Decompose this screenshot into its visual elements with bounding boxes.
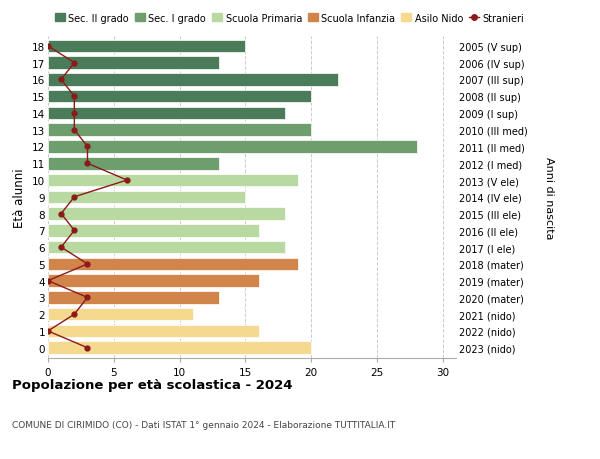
Y-axis label: Anni di nascita: Anni di nascita — [544, 156, 554, 239]
Text: COMUNE DI CIRIMIDO (CO) - Dati ISTAT 1° gennaio 2024 - Elaborazione TUTTITALIA.I: COMUNE DI CIRIMIDO (CO) - Dati ISTAT 1° … — [12, 420, 395, 429]
Y-axis label: Età alunni: Età alunni — [13, 168, 26, 227]
Bar — [48, 124, 311, 137]
Bar — [48, 191, 245, 204]
Bar — [48, 341, 311, 354]
Bar — [48, 241, 285, 254]
Bar — [48, 40, 245, 53]
Bar — [48, 308, 193, 321]
Bar — [48, 74, 338, 86]
Bar — [48, 157, 219, 170]
Bar — [48, 325, 259, 337]
Bar — [48, 57, 219, 70]
Bar — [48, 91, 311, 103]
Bar — [48, 208, 285, 220]
Bar — [48, 107, 285, 120]
Bar — [48, 258, 298, 271]
Bar — [48, 141, 416, 153]
Bar — [48, 275, 259, 287]
Legend: Sec. II grado, Sec. I grado, Scuola Primaria, Scuola Infanzia, Asilo Nido, Stran: Sec. II grado, Sec. I grado, Scuola Prim… — [53, 11, 526, 25]
Bar — [48, 291, 219, 304]
Bar — [48, 224, 259, 237]
Bar — [48, 174, 298, 187]
Text: Popolazione per età scolastica - 2024: Popolazione per età scolastica - 2024 — [12, 379, 293, 392]
